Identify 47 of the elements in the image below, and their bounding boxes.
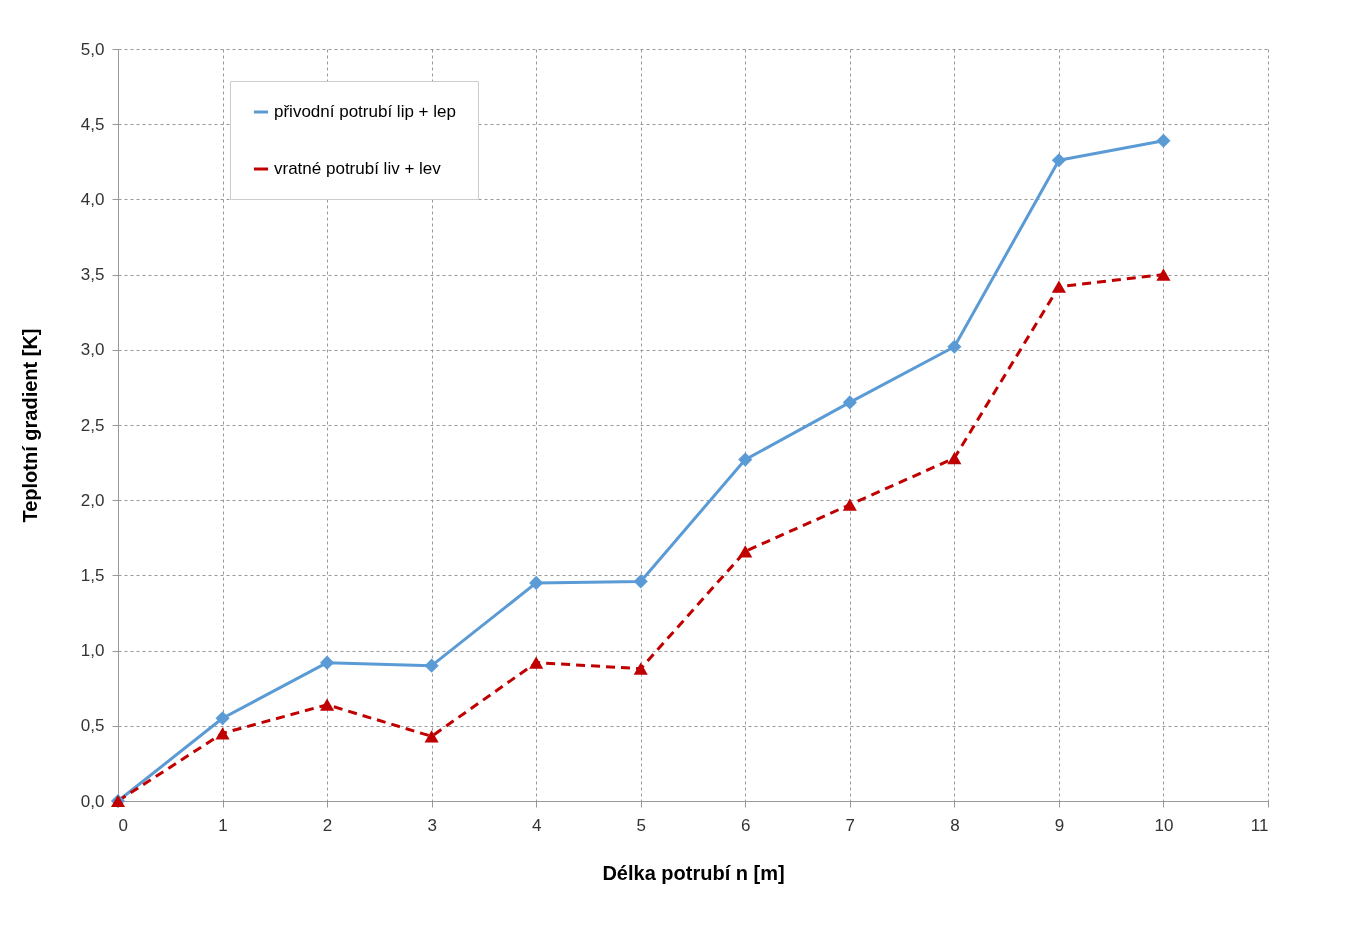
point (320, 655, 335, 670)
x-tick-label: 9 (1054, 815, 1065, 835)
x-axis-title: Délka potrubí n [m] (602, 861, 785, 884)
y-tick-label: 3,5 (80, 265, 105, 285)
x-tick-label: 1 (218, 815, 228, 835)
x-tick-label: 0 (118, 815, 128, 835)
point (215, 727, 230, 740)
x-tick-label: 8 (950, 815, 960, 835)
legend-label: přivodní potrubí lip + lep (274, 102, 456, 121)
point (738, 545, 753, 558)
x-tick-label: 2 (322, 815, 333, 835)
x-tick-label: 3 (427, 815, 437, 835)
y-tick-label: 4,5 (80, 114, 105, 134)
y-tick-label: 1,0 (80, 641, 105, 661)
y-tick-label: 0,5 (80, 716, 105, 736)
point (424, 658, 439, 673)
point (1156, 268, 1171, 281)
x-tick-label: 10 (1154, 815, 1174, 835)
x-tick-label: 7 (845, 815, 856, 835)
y-tick-label: 1,5 (80, 565, 105, 585)
point (1051, 153, 1066, 168)
point (320, 698, 335, 711)
point (215, 711, 230, 726)
y-tick-label: 4,0 (80, 189, 105, 209)
point (947, 339, 962, 354)
point (633, 662, 648, 675)
point (1051, 280, 1066, 293)
point (842, 498, 857, 511)
point (529, 656, 544, 669)
y-tick-label: 3,0 (80, 340, 105, 360)
y-tick-label: 2,5 (80, 415, 105, 435)
y-tick-label: 5,0 (80, 39, 105, 59)
legend-label: vratné potrubí liv + lev (274, 159, 442, 178)
x-tick-label: 6 (741, 815, 751, 835)
y-tick-label: 0,0 (80, 791, 105, 811)
x-tick-label: 11 (1250, 815, 1269, 835)
y-tick-label: 2,0 (80, 490, 105, 510)
x-tick-label: 5 (636, 815, 646, 835)
point (1156, 133, 1171, 148)
point (842, 395, 857, 410)
point (529, 575, 544, 590)
x-tick-label: 4 (531, 815, 542, 835)
point (738, 452, 753, 467)
y-axis-title: Teplotní gradient [K] (18, 328, 41, 523)
point (633, 574, 648, 589)
point (424, 730, 439, 743)
point (947, 451, 962, 465)
